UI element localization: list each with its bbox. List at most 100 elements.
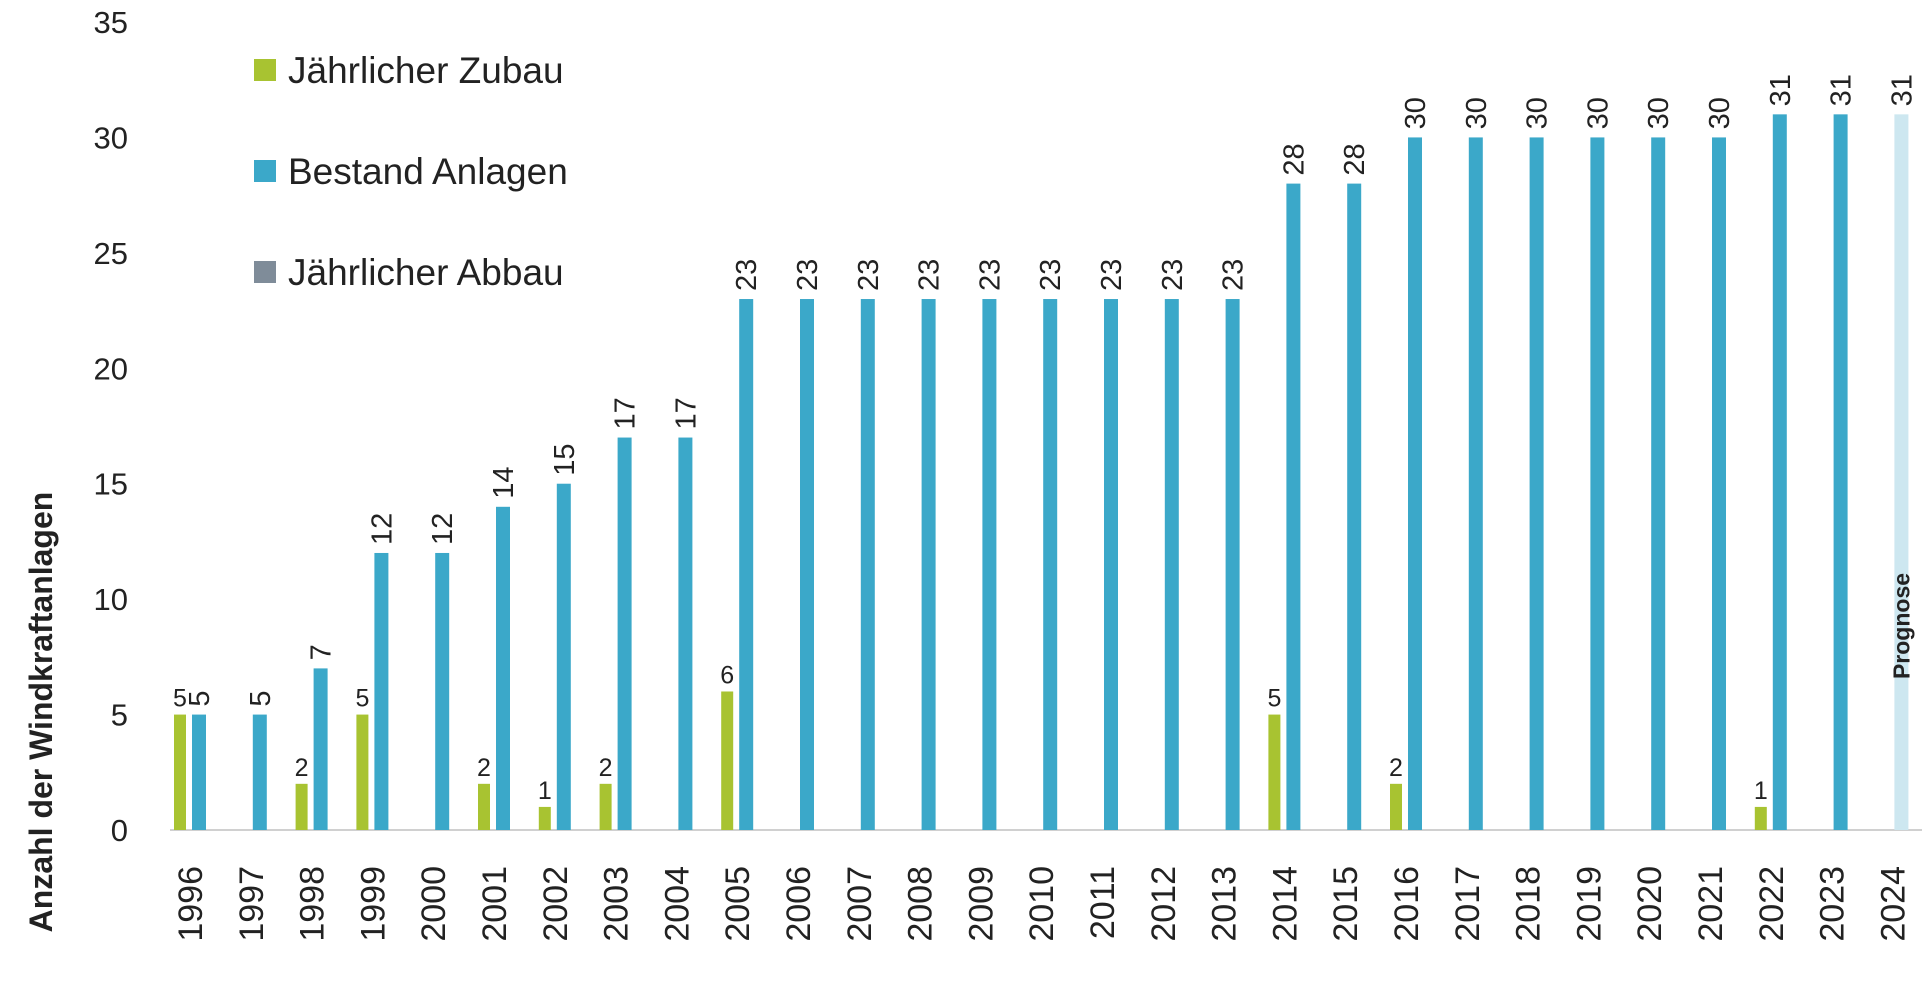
bar: [1225, 299, 1240, 830]
data-label: 23: [792, 259, 824, 291]
bar: [1754, 806, 1767, 830]
data-label: 23: [1035, 259, 1067, 291]
data-label: 23: [1096, 259, 1128, 291]
bar: [435, 552, 450, 830]
bar: [1529, 137, 1544, 830]
data-label: 30: [1582, 97, 1614, 129]
data-label: 12: [427, 513, 459, 545]
data-label: 5: [184, 690, 216, 706]
bar: [599, 783, 612, 830]
bar: [192, 714, 206, 830]
legend-swatch: [254, 59, 276, 81]
data-label: 1: [538, 777, 552, 805]
x-tick-label: 2016: [1388, 866, 1426, 942]
x-tick-label: 2001: [476, 866, 514, 942]
bar: [1164, 299, 1179, 830]
bar: [295, 783, 308, 830]
x-tick-label: 2018: [1510, 866, 1548, 942]
data-label: 23: [1218, 259, 1250, 291]
x-tick-label: 2010: [1023, 866, 1061, 942]
x-tick-label: 1998: [294, 866, 332, 942]
data-label: 5: [173, 685, 187, 713]
data-label: 30: [1461, 97, 1493, 129]
bar: [1894, 114, 1909, 831]
data-label: 23: [731, 259, 763, 291]
bar: [678, 437, 693, 830]
x-tick-label: 2023: [1814, 866, 1852, 942]
x-tick-label: 2004: [658, 866, 696, 942]
data-label: 2: [477, 754, 491, 782]
bar: [496, 506, 510, 830]
bar: [313, 668, 328, 830]
legend-label: Bestand Anlagen: [288, 151, 568, 192]
data-label: 31: [1826, 74, 1858, 106]
y-tick-label: 0: [111, 813, 128, 848]
bar: [1833, 114, 1848, 831]
bar: [252, 714, 267, 830]
x-tick-label: 2021: [1692, 866, 1730, 942]
legend-label: Jährlicher Abbau: [288, 252, 564, 293]
data-label: 12: [366, 513, 398, 545]
data-label: 5: [245, 690, 277, 706]
data-label: 15: [549, 443, 581, 475]
y-tick-label: 35: [94, 5, 128, 40]
y-tick-label: 20: [94, 351, 128, 386]
data-label: 2: [295, 754, 309, 782]
data-label: 5: [355, 685, 369, 713]
data-label: 30: [1704, 97, 1736, 129]
x-tick-label: 2000: [415, 866, 453, 942]
bar: [1590, 137, 1605, 830]
data-label: 23: [914, 259, 946, 291]
bar: [860, 299, 875, 830]
bar: [538, 806, 551, 830]
data-label: 17: [670, 397, 702, 429]
x-tick-label: 2015: [1327, 866, 1365, 942]
data-label: 23: [1157, 259, 1189, 291]
bar: [374, 552, 389, 830]
y-axis-title: Anzahl der Windkraftanlagen: [23, 492, 59, 933]
bar: [921, 299, 936, 830]
bar: [1712, 137, 1726, 830]
data-label: 5: [1267, 685, 1281, 713]
data-label: 28: [1278, 143, 1310, 175]
x-tick-label: 2006: [780, 866, 818, 942]
data-label: 31: [1886, 74, 1918, 106]
x-tick-label: 2003: [598, 866, 636, 942]
data-label: 23: [974, 259, 1006, 291]
y-tick-label: 15: [94, 467, 128, 502]
bar: [556, 483, 571, 830]
x-tick-label: 2022: [1753, 866, 1791, 942]
data-label: 30: [1643, 97, 1675, 129]
bar: [982, 299, 997, 830]
bar: [1286, 183, 1301, 831]
data-label: 30: [1400, 97, 1432, 129]
x-tick-label: 2011: [1084, 866, 1122, 939]
x-tick-label: 2002: [537, 866, 575, 942]
bar: [800, 299, 814, 830]
data-label: 17: [610, 397, 642, 429]
x-tick-label: 2020: [1631, 866, 1669, 942]
y-tick-label: 30: [94, 120, 128, 155]
x-tick-label: 2005: [719, 866, 757, 942]
data-label: 6: [720, 661, 734, 689]
x-tick-label: 1996: [172, 866, 210, 942]
data-label: 14: [488, 467, 520, 499]
x-tick-label: 2014: [1266, 866, 1304, 942]
legend-swatch: [254, 160, 276, 182]
bar: [1043, 299, 1058, 830]
bar: [739, 299, 754, 830]
x-tick-label: 2009: [962, 866, 1000, 942]
x-tick-label: 2017: [1449, 866, 1487, 942]
legend-label: Jährlicher Zubau: [288, 50, 564, 91]
data-label: 2: [599, 754, 613, 782]
data-label: 23: [853, 259, 885, 291]
x-tick-label: 2008: [902, 866, 940, 942]
x-tick-label: 1999: [354, 866, 392, 942]
y-tick-label: 5: [111, 698, 128, 733]
x-tick-label: 1997: [233, 866, 271, 942]
bar: [1268, 714, 1281, 830]
y-tick-label: 25: [94, 236, 128, 271]
bar: [356, 714, 369, 830]
bar: [1772, 114, 1787, 831]
